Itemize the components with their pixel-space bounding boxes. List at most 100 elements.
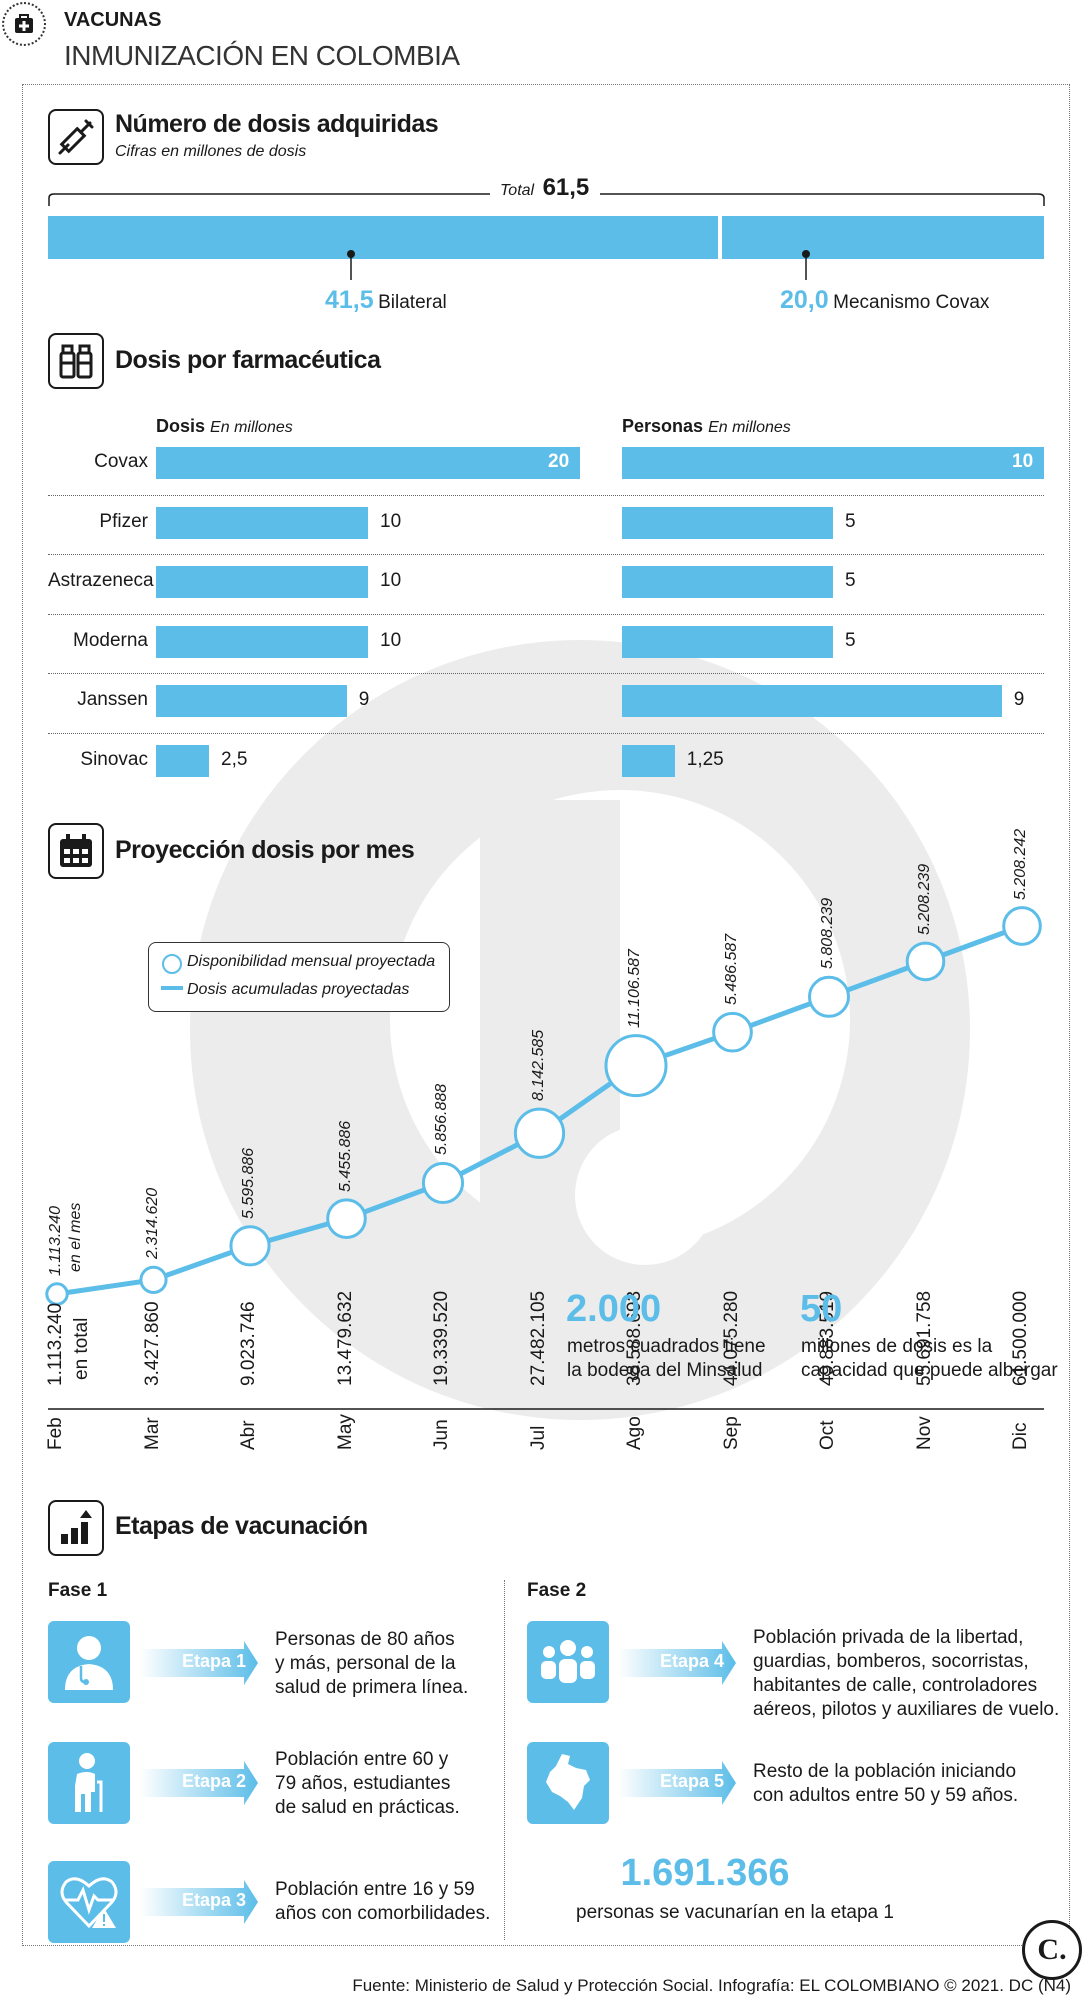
legend-circle-icon	[162, 954, 182, 974]
stage-4-line: Población privada de la libertad,	[753, 1627, 1024, 1648]
stage-1-arrow	[140, 1641, 258, 1685]
stage-1-label: Etapa 1	[182, 1651, 247, 1671]
brand-logo-text: C.	[1037, 1933, 1067, 1966]
people-value-label: 9	[1013, 689, 1025, 710]
people-value-label: 10	[1012, 451, 1034, 472]
doses-bar	[156, 685, 347, 717]
stage1-stat-number: 1.691.366	[620, 1852, 790, 1894]
people-bar	[622, 506, 833, 539]
total-caption: Total	[500, 182, 535, 199]
month-tick-label: Feb	[45, 1417, 66, 1450]
callout-area-number: 2.000	[566, 1288, 662, 1330]
stage-2-line: Población entre 60 y	[275, 1749, 449, 1770]
cumulative-value-label: 1.113.240	[45, 1302, 66, 1386]
calendar-icon	[48, 823, 104, 879]
pharma-category-label: Astrazeneca	[48, 570, 154, 591]
phase-divider	[504, 1580, 505, 1940]
heart-warning-icon	[48, 1861, 130, 1943]
first-total-note: en total	[71, 1317, 92, 1380]
phase1-label: Fase 1	[48, 1580, 108, 1601]
monthly-value-label: 5.486.587	[722, 934, 740, 1006]
monthly-value-label: 11.106.587	[626, 948, 643, 1028]
stage-3-line: Población entre 16 y 59	[275, 1879, 475, 1900]
people-value-label: 5	[845, 570, 856, 591]
pharma-row-separator	[48, 732, 1044, 734]
people-bar	[622, 566, 833, 598]
month-tick-label: Abr	[238, 1420, 259, 1450]
bilateral-pointer	[347, 250, 355, 280]
stage1-stat-text: personas se vacunarían en la etapa 1	[576, 1902, 894, 1923]
legend-line-icon	[161, 986, 183, 990]
monthly-value-label: 2.314.620	[143, 1188, 161, 1260]
people-value-label: 5	[845, 629, 856, 651]
month-tick-label: Ago	[624, 1416, 645, 1450]
pharma-category-label: Janssen	[77, 689, 148, 710]
doses-header: Dosis	[156, 416, 206, 436]
monthly-value-label: 5.808.239	[819, 898, 836, 970]
doses-column-header: Dosis En millones	[156, 416, 293, 437]
doses-unit: En millones	[210, 419, 293, 436]
stage-3-label: Etapa 3	[182, 1890, 247, 1910]
people-bar	[622, 447, 1044, 479]
total-label: Total 61,5	[500, 174, 589, 202]
month-tick-label: Mar	[141, 1417, 163, 1450]
stage-4-text: Población privada de la libertad, guardi…	[753, 1626, 1059, 1722]
pharma-category-label: Moderna	[73, 629, 148, 651]
stage-4-label: Etapa 4	[660, 1651, 725, 1671]
cumulative-value-label: 3.427.860	[141, 1301, 163, 1386]
monthly-value-label: 5.595.886	[240, 1147, 257, 1219]
monthly-value-label: 5.455.886	[336, 1120, 354, 1192]
bilateral-value: 41,5	[325, 286, 374, 314]
monthly-bubble	[45, 1282, 69, 1306]
legend-monthly-label: Disponibilidad mensual proyectada	[187, 953, 436, 970]
stage-4-line: habitantes de calle, controladores	[753, 1675, 1038, 1696]
doses-value-label: 10	[380, 570, 402, 591]
callout-capacity-number: 50	[800, 1288, 843, 1330]
doses-bar	[156, 447, 580, 479]
stage-1-line: salud de primera línea.	[275, 1677, 469, 1698]
doses-value-label: 2,5	[221, 748, 248, 770]
projection-line-chart	[45, 906, 1044, 1410]
monthly-bubble	[139, 1265, 168, 1294]
total-bracket	[48, 193, 1045, 206]
stage-5-label: Etapa 5	[660, 1771, 725, 1791]
stage-4-line: guardias, bomberos, socorristas,	[753, 1651, 1029, 1672]
stage-1-line: Personas de 80 años	[275, 1629, 455, 1650]
covax-label: 20,0 Mecanismo Covax	[780, 286, 989, 315]
stage-4-line: aéreos, pilotos y auxiliares de vuelo.	[753, 1699, 1060, 1720]
footer-source: Fuente: Ministerio de Salud y Protección…	[352, 1976, 1071, 1995]
vials-icon	[48, 333, 104, 389]
people-bar	[622, 685, 1002, 717]
covax-bar	[722, 216, 1044, 259]
stage-2-text: Población entre 60 y 79 años, estudiante…	[275, 1748, 460, 1820]
bilateral-bar	[48, 216, 718, 259]
doses-value-label: 10	[380, 510, 402, 532]
covax-value: 20,0	[780, 286, 829, 314]
people-unit: En millones	[708, 419, 791, 436]
header-badge-icon	[2, 2, 46, 46]
month-tick-label: May	[334, 1414, 356, 1450]
pharma-category-label: Sinovac	[80, 748, 148, 770]
stage-3-line: años con comorbilidades.	[275, 1903, 491, 1924]
monthly-bubble	[421, 1161, 465, 1205]
header-kicker: VACUNAS	[64, 9, 162, 31]
stage-5-line: Resto de la población iniciando	[753, 1761, 1017, 1782]
doses-bar	[156, 625, 368, 658]
stage-5-text: Resto de la población iniciando con adul…	[753, 1760, 1018, 1808]
doses-bar	[156, 506, 368, 539]
monthly-value-label: 5.208.242	[1012, 828, 1029, 900]
cumulative-value-label: 19.339.520	[431, 1290, 452, 1386]
monthly-bubble	[326, 1198, 367, 1239]
people-column-header: Personas En millones	[622, 416, 791, 437]
cumulative-value-label: 27.482.105	[527, 1290, 549, 1386]
cumulative-value-label: 13.479.632	[334, 1290, 356, 1386]
section-title-doses: Número de dosis adquiridas	[115, 110, 439, 138]
monthly-bubble	[1002, 906, 1042, 946]
section-title-stages: Etapas de vacunación	[115, 1512, 368, 1540]
pharma-row-separator	[48, 554, 1044, 555]
stage-2-line: de salud en prácticas.	[275, 1797, 460, 1818]
stage-5-arrow	[618, 1761, 736, 1805]
header-title: INMUNIZACIÓN EN COLOMBIA	[64, 40, 460, 71]
projection-legend: Disponibilidad mensual proyectada Dosis …	[148, 942, 450, 1012]
monthly-bubble	[604, 1034, 668, 1098]
